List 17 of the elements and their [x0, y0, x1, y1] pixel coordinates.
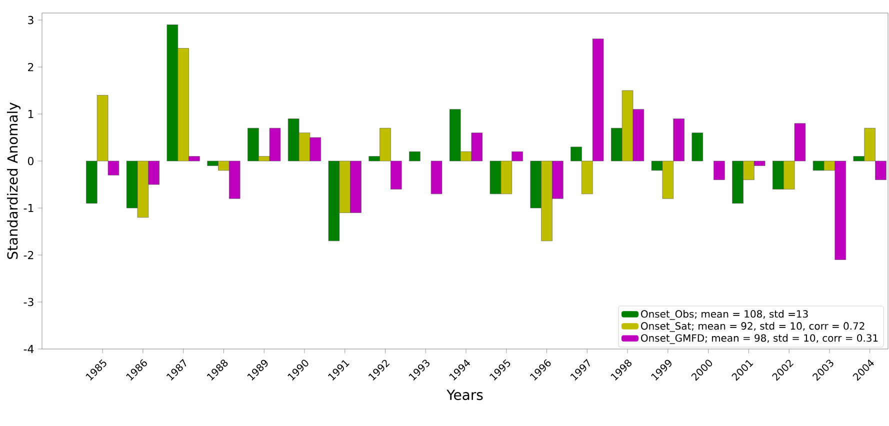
y-tick-label: 2 [28, 62, 34, 72]
legend-label: Onset_GMFD; mean = 98, std = 10, corr = 0.31 [641, 334, 878, 344]
x-axis-title: Years [446, 390, 483, 400]
bar [692, 132, 704, 162]
y-tick-label: 3 [28, 16, 34, 24]
bar [409, 151, 420, 162]
y-tick-label: 0 [28, 156, 34, 166]
y-tick-label: -2 [24, 250, 34, 260]
bar [714, 160, 725, 180]
y-tick-label: 1 [28, 110, 34, 118]
legend-label: Onset_Obs; mean = 108, std =13 [641, 310, 808, 320]
y-tick-label: -3 [24, 298, 34, 306]
legend-label: Onset_Sat; mean = 92, std = 10, corr = 0.72 [641, 322, 864, 332]
y-tick-label: -4 [24, 345, 34, 353]
y-axis-title: Standardized Anomaly [6, 102, 20, 259]
y-tick-label: -1 [24, 204, 34, 212]
bar [430, 160, 442, 194]
